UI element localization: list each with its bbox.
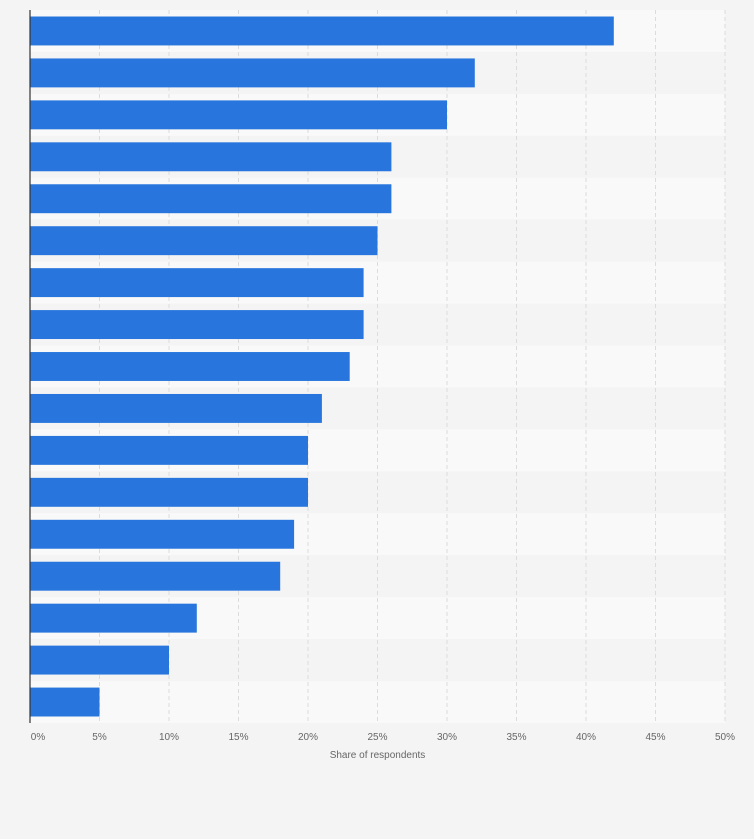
bar xyxy=(30,100,447,130)
bar xyxy=(30,16,614,46)
bar xyxy=(30,58,475,88)
bar xyxy=(30,687,100,717)
x-tick-label: 35% xyxy=(506,732,526,743)
x-tick-label: 20% xyxy=(298,732,318,743)
x-tick-label: 25% xyxy=(367,732,387,743)
bar xyxy=(30,184,392,214)
x-tick-label: 30% xyxy=(437,732,457,743)
bar xyxy=(30,645,169,675)
x-tick-label: 40% xyxy=(576,732,596,743)
bar xyxy=(30,603,197,633)
bar xyxy=(30,435,308,465)
x-tick-label: 10% xyxy=(159,732,179,743)
bar xyxy=(30,561,281,591)
x-tick-label: 45% xyxy=(645,732,665,743)
row-band xyxy=(30,681,725,723)
x-tick-label: 5% xyxy=(92,732,107,743)
bar xyxy=(30,352,350,381)
x-tick-label: 50% xyxy=(715,732,735,743)
bar xyxy=(30,142,392,172)
x-tick-labels: 0% 5% 10% 15% 20% 25% 30% 35% 40% 45% 50% xyxy=(31,732,735,743)
bar xyxy=(30,477,308,507)
x-tick-label: 15% xyxy=(228,732,248,743)
bar xyxy=(30,393,322,423)
bar xyxy=(30,226,378,256)
bar xyxy=(30,519,295,549)
x-axis-title: Share of respondents xyxy=(330,750,426,761)
bar xyxy=(30,268,364,298)
bar xyxy=(30,310,364,340)
bars xyxy=(30,16,614,717)
x-tick-label: 0% xyxy=(31,732,46,743)
